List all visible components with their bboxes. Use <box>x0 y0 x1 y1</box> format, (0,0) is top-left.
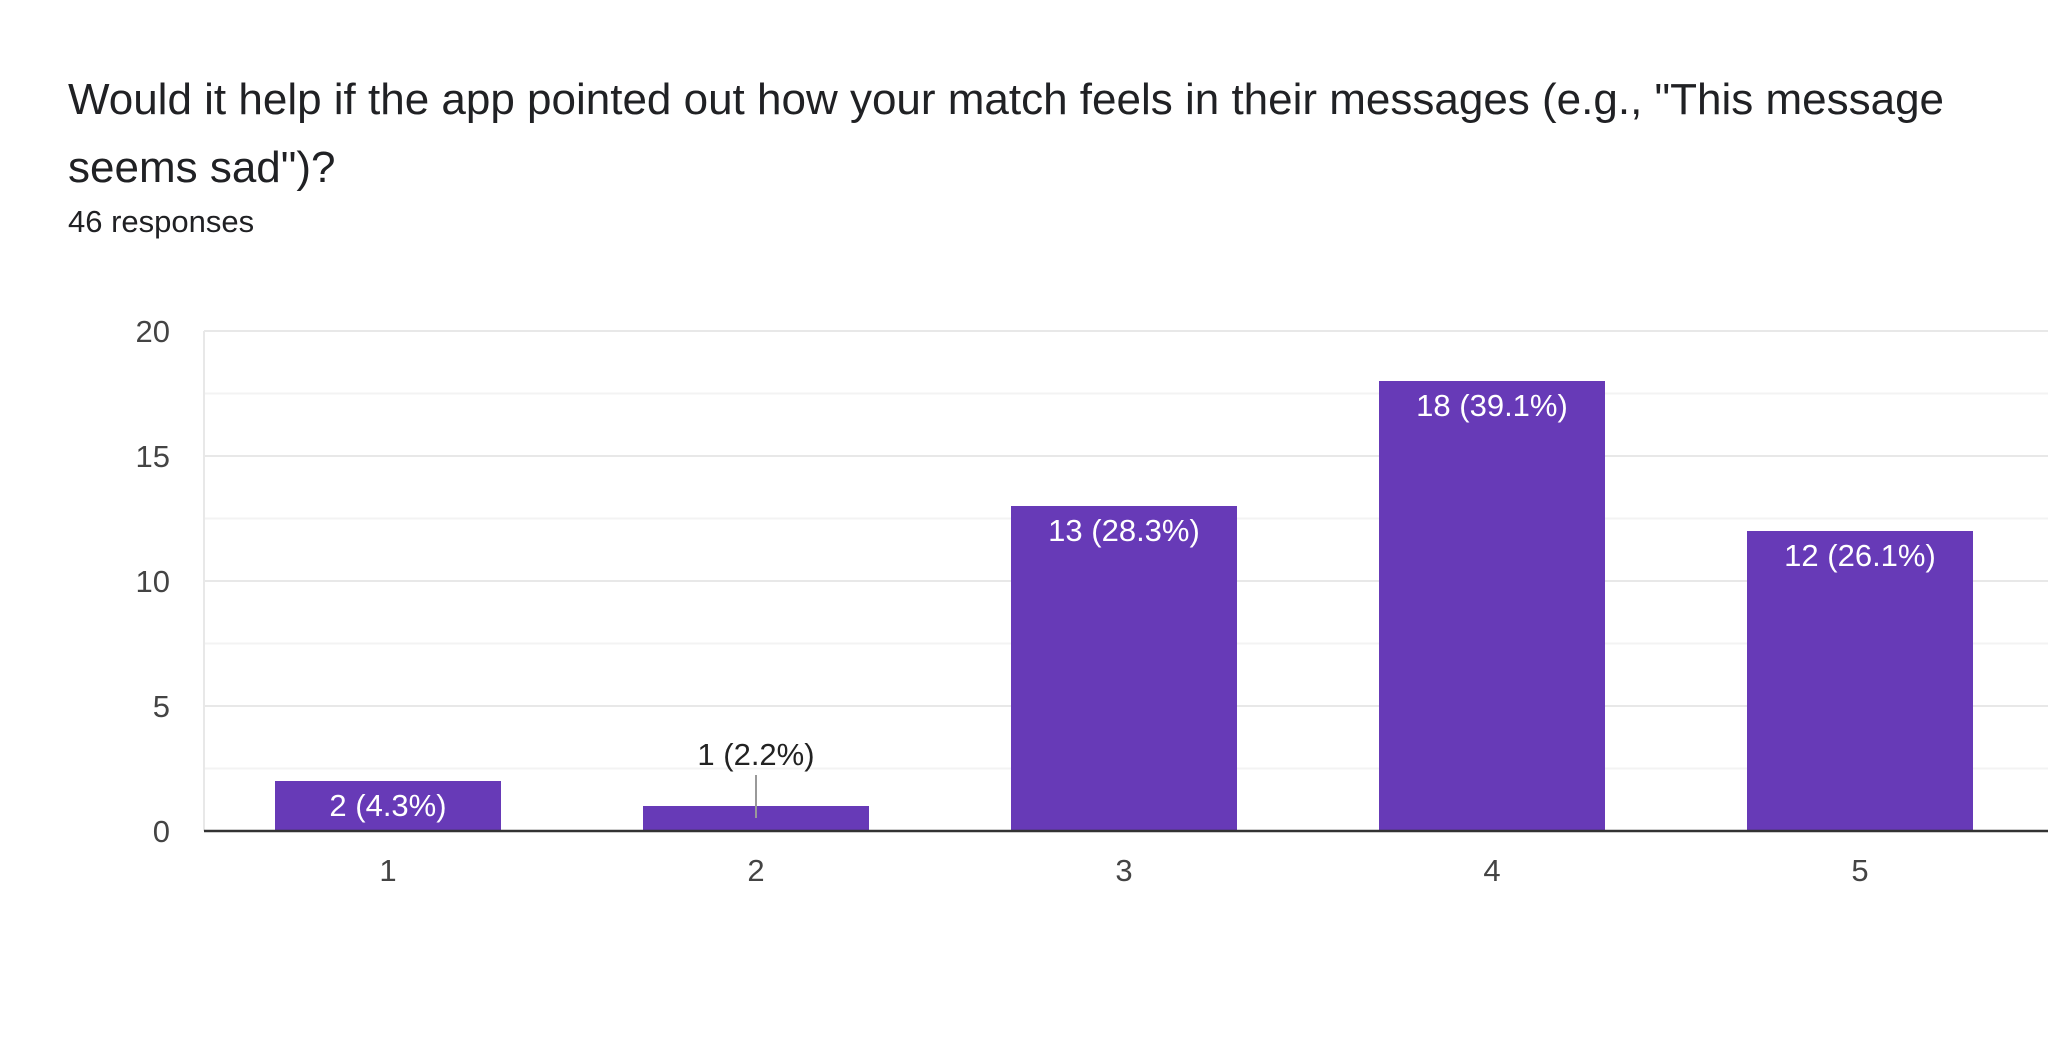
y-tick-label: 20 <box>136 314 170 349</box>
bar-5 <box>1747 531 1973 831</box>
y-tick-label: 0 <box>153 814 170 849</box>
x-tick-label: 3 <box>1115 853 1132 888</box>
y-tick-label: 5 <box>153 689 170 724</box>
data-label-3: 13 (28.3%) <box>1048 513 1200 548</box>
data-label-4: 18 (39.1%) <box>1416 388 1568 423</box>
y-tick-label: 10 <box>136 564 170 599</box>
bar-3 <box>1011 506 1237 831</box>
x-tick-label: 1 <box>379 853 396 888</box>
data-label-2: 1 (2.2%) <box>697 737 814 772</box>
data-label-5: 12 (26.1%) <box>1784 538 1936 573</box>
bar-4 <box>1379 381 1605 831</box>
question-title: Would it help if the app pointed out how… <box>68 75 1945 192</box>
bar-1 <box>275 781 501 831</box>
x-tick-label: 4 <box>1483 853 1500 888</box>
x-tick-label: 2 <box>747 853 764 888</box>
x-tick-label: 5 <box>1851 853 1868 888</box>
y-tick-label: 15 <box>136 439 170 474</box>
bars <box>275 381 1973 831</box>
axes: 0 5 10 15 20 1 2 3 4 5 <box>136 314 2048 888</box>
data-labels: 2 (4.3%) 1 (2.2%) 13 (28.3%) 18 (39.1%) 12 (… <box>329 388 1935 823</box>
response-count: 46 responses <box>68 204 255 239</box>
data-label-1: 2 (4.3%) <box>329 788 446 823</box>
